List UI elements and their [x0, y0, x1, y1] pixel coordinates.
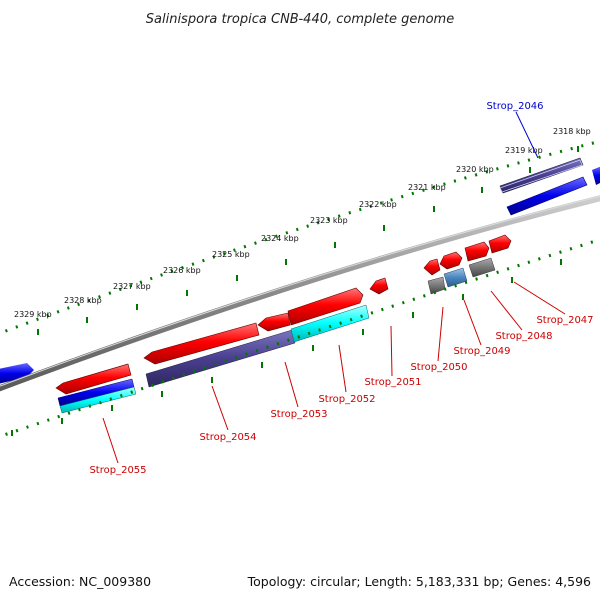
gene-label-2055: Strop_2055: [89, 465, 146, 476]
gene-2046-bar-dark: [499, 157, 584, 194]
leader-2046: [515, 111, 539, 159]
gene-2046-bar-light: [499, 159, 583, 193]
major-tick-marks: [37, 146, 579, 335]
gene-2053-cds-arrow: [257, 312, 291, 332]
gene-2049-bar-steel: [443, 267, 468, 288]
tick-label-2324: 2324 kbp: [261, 234, 299, 243]
gene-2054-bar-slate: [145, 329, 296, 388]
gene-2052-cds-arrow: [287, 287, 364, 326]
backbone-highlight: [0, 195, 600, 387]
tick-label-2328: 2328 kbp: [64, 296, 102, 305]
leader-2051: [390, 325, 393, 377]
gene-2055-cds-arrow: [55, 363, 132, 395]
gene-2054-cds-arrow: [143, 322, 260, 365]
tick-label-2323: 2323 kbp: [310, 216, 348, 225]
leader-2047: [513, 281, 566, 315]
inner-strand-features: [55, 234, 512, 414]
leader-2054: [211, 385, 229, 431]
tick-label-2322: 2322 kbp: [359, 200, 397, 209]
leader-2052: [338, 344, 347, 393]
gene-2055-bar-cyan: [59, 386, 137, 414]
inner-major-ticks: [11, 259, 562, 436]
leader-2048: [490, 290, 523, 331]
tick-label-2327: 2327 kbp: [113, 282, 151, 291]
gene-labels: Strop_2046 Strop_2047 Strop_2048 Strop_2…: [89, 101, 593, 476]
genome-summary-label: Topology: circular; Length: 5,183,331 bp…: [247, 574, 591, 589]
gene-label-2047: Strop_2047: [536, 315, 593, 326]
gene-2050-bar-grey: [427, 276, 446, 295]
gene-label-2048: Strop_2048: [495, 331, 552, 342]
gene-2050-cds-arrow: [423, 258, 441, 276]
tick-label-2319: 2319 kbp: [505, 146, 543, 155]
gene-2046-cds-arrow: [506, 176, 588, 216]
gene-right-edge-arrow: [592, 166, 600, 185]
backbone-ring: [0, 195, 600, 392]
leader-2055: [102, 417, 119, 464]
gene-2047-cds-arrow: [488, 234, 512, 254]
tick-label-2329: 2329 kbp: [14, 310, 52, 319]
tick-label-2321: 2321 kbp: [408, 183, 446, 192]
tick-label-2326: 2326 kbp: [163, 266, 201, 275]
tick-label-2325: 2325 kbp: [212, 250, 250, 259]
gene-label-2049: Strop_2049: [453, 346, 510, 357]
gene-label-2051: Strop_2051: [364, 377, 421, 388]
leader-2049: [463, 299, 482, 346]
accession-label: Accession: NC_009380: [9, 574, 151, 589]
gene-2048-cds-arrow: [464, 241, 490, 262]
tick-label-2320: 2320 kbp: [456, 165, 494, 174]
gene-label-2050: Strop_2050: [410, 362, 467, 373]
inner-tick-ring: [0, 238, 600, 438]
gene-label-2052: Strop_2052: [318, 394, 375, 405]
gene-2048-bar-grey: [468, 257, 496, 278]
gene-label-leaders: [102, 111, 566, 464]
map-title: Salinispora tropica CNB-440, complete ge…: [146, 12, 454, 27]
gene-left-edge-arrow: [0, 363, 34, 384]
leader-2053: [284, 361, 299, 408]
gene-2053-bar-cyan: [290, 304, 370, 343]
outer-dotted-track: [0, 139, 600, 335]
gene-label-2046: Strop_2046: [486, 101, 543, 112]
tick-label-2318: 2318 kbp: [553, 127, 591, 136]
gene-2051-cds-arrow: [369, 277, 389, 295]
tick-labels: 2318 kbp 2319 kbp 2320 kbp 2321 kbp 2322…: [14, 127, 591, 319]
gene-label-2053: Strop_2053: [270, 409, 327, 420]
gene-2049-cds-arrow: [439, 251, 463, 270]
gene-label-2054: Strop_2054: [199, 432, 256, 443]
outer-strand-features: [0, 157, 600, 384]
leader-2050: [437, 306, 444, 362]
outer-tick-ring: [0, 139, 600, 335]
